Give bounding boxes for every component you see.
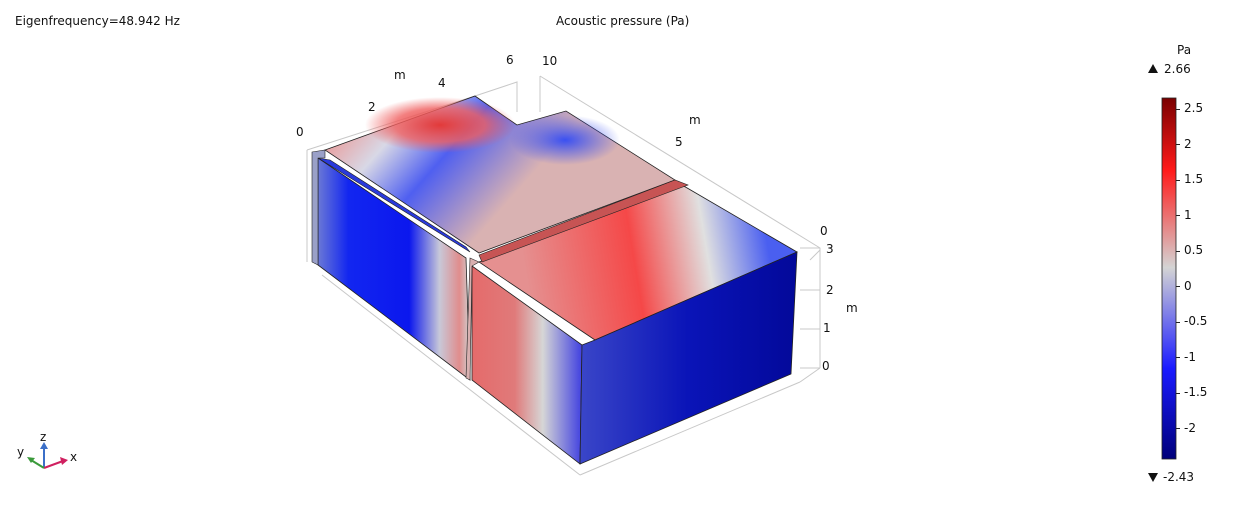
colorbar-tick-mark [1176,286,1180,288]
triad-z-label: z [40,430,47,444]
z-tick-2: 1 [823,321,831,335]
colorbar-tick-mark [1176,215,1180,217]
colorbar-unit: Pa [1177,43,1192,57]
z-axis-unit: m [846,301,858,315]
colorbar [1148,64,1177,482]
colorbar-tick-mark [1176,108,1180,110]
colorbar-tick-mark [1176,392,1180,394]
z-tick-1: 2 [826,283,834,297]
y-arrow-icon [30,459,45,469]
colorbar-tick-label: 0.5 [1184,243,1204,258]
colorbar-min: -2.43 [1163,470,1195,484]
y-tick-0: 10 [542,54,558,68]
x-tick-2: 4 [438,76,446,90]
triad-y-label: y [17,445,25,459]
right-block [465,179,798,465]
plot-title: Acoustic pressure (Pa) [556,14,690,28]
colorbar-tick-mark [1176,321,1180,323]
x-arrow-icon [43,460,64,469]
colorbar-tick-mark [1176,428,1180,429]
colorbar-tick-mark [1176,250,1180,252]
colorbar-tick-mark [1176,357,1180,359]
left-block [311,95,676,381]
triad-x-label: x [70,450,78,464]
colorbar-tick-label: 2.5 [1184,101,1204,116]
colorbar-tick-label: -1.5 [1184,385,1208,400]
y-axis-unit: m [689,113,701,127]
axis-grid [306,75,821,476]
colorbar-tick-label: -2 [1184,420,1196,435]
y-tick-1: 5 [675,135,683,149]
colorbar-tick-label: 1.5 [1184,172,1204,187]
z-tick-0: 3 [826,242,834,256]
colorbar-tick-mark [1176,179,1180,181]
eigenfrequency-label: Eigenfrequency=48.942 Hz [15,14,180,28]
x-tick-3: 6 [506,53,514,67]
triangle-up-icon [1148,64,1158,73]
colorbar-tick-mark [1176,144,1180,146]
y-tick-2: 0 [820,224,828,238]
x-axis-unit: m [394,68,406,82]
colorbar-tick-label: -0.5 [1184,314,1208,329]
colorbar-tick-label: 1 [1184,207,1192,222]
colorbar-gradient [1161,97,1177,460]
axis-triad [27,442,68,469]
colorbar-max: 2.66 [1164,62,1191,76]
colorbar-tick-label: 0 [1184,278,1192,293]
triangle-down-icon [1148,473,1158,482]
x-tick-0: 0 [296,125,304,139]
x-tick-1: 2 [368,100,376,114]
z-tick-3: 0 [822,359,830,373]
colorbar-tick-label: 2 [1184,136,1192,151]
colorbar-tick-label: -1 [1184,349,1196,364]
